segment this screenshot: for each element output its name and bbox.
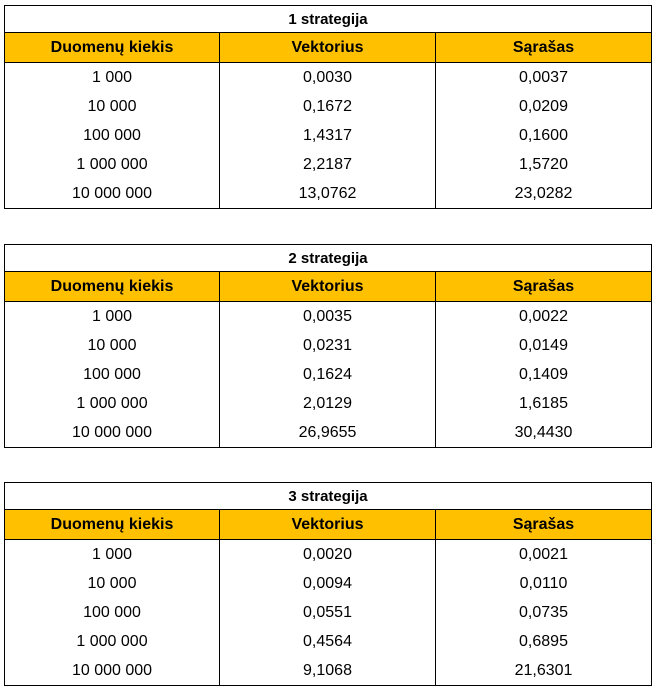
cell-data-amount: 10 000 000	[4, 656, 220, 686]
cell-list: 0,0735	[434, 598, 653, 627]
cell-list: 0,0209	[434, 92, 653, 121]
table-row: 100 000 0,1624 0,1409	[4, 360, 653, 389]
cell-vector: 0,0551	[219, 598, 436, 627]
table-header-row: Duomenų kiekis Vektorius Sąrašas	[4, 32, 653, 63]
column-header-list: Sąrašas	[434, 509, 653, 540]
cell-vector: 0,1624	[219, 360, 436, 389]
cell-vector: 2,2187	[219, 150, 436, 179]
cell-list: 30,4430	[434, 418, 653, 448]
table-title-row: 1 strategija	[3, 5, 653, 33]
cell-vector: 0,0094	[219, 569, 436, 598]
cell-data-amount: 10 000	[4, 569, 220, 598]
cell-list: 1,5720	[434, 150, 653, 179]
cell-list: 1,6185	[434, 389, 653, 418]
cell-data-amount: 100 000	[4, 121, 220, 150]
table-row: 1 000 0,0035 0,0022	[4, 301, 653, 331]
cell-data-amount: 1 000	[4, 539, 220, 569]
table-row: 1 000 000 2,2187 1,5720	[4, 150, 653, 179]
cell-vector: 9,1068	[219, 656, 436, 686]
cell-data-amount: 10 000 000	[4, 179, 220, 209]
cell-data-amount: 1 000	[4, 62, 220, 92]
column-header-vector: Vektorius	[219, 509, 436, 540]
cell-data-amount: 1 000	[4, 301, 220, 331]
table-row: 10 000 0,0094 0,0110	[4, 569, 653, 598]
strategy-table-2: 2 strategija Duomenų kiekis Vektorius Są…	[3, 244, 653, 448]
cell-data-amount: 10 000 000	[4, 418, 220, 448]
table-row: 100 000 1,4317 0,1600	[4, 121, 653, 150]
cell-vector: 1,4317	[219, 121, 436, 150]
column-header-data-amount: Duomenų kiekis	[4, 509, 220, 540]
cell-list: 0,0110	[434, 569, 653, 598]
table-row: 1 000 0,0030 0,0037	[4, 62, 653, 92]
cell-data-amount: 100 000	[4, 598, 220, 627]
cell-data-amount: 10 000	[4, 331, 220, 360]
cell-vector: 13,0762	[219, 179, 436, 209]
cell-data-amount: 1 000 000	[4, 150, 220, 179]
cell-list: 0,6895	[434, 627, 653, 656]
cell-data-amount: 10 000	[4, 92, 220, 121]
cell-data-amount: 100 000	[4, 360, 220, 389]
cell-list: 21,6301	[434, 656, 653, 686]
cell-list: 0,0021	[434, 539, 653, 569]
column-header-vector: Vektorius	[219, 271, 436, 302]
table-title: 2 strategija	[3, 244, 653, 272]
table-header-row: Duomenų kiekis Vektorius Sąrašas	[4, 509, 653, 540]
cell-vector: 0,0030	[219, 62, 436, 92]
table-header-row: Duomenų kiekis Vektorius Sąrašas	[4, 271, 653, 302]
table-title: 1 strategija	[3, 5, 653, 33]
cell-list: 0,0149	[434, 331, 653, 360]
cell-data-amount: 1 000 000	[4, 389, 220, 418]
strategy-table-1: 1 strategija Duomenų kiekis Vektorius Są…	[3, 5, 653, 209]
table-row: 100 000 0,0551 0,0735	[4, 598, 653, 627]
column-header-list: Sąrašas	[434, 271, 653, 302]
cell-list: 0,1409	[434, 360, 653, 389]
table-row: 10 000 000 13,0762 23,0282	[4, 179, 653, 209]
table-row: 1 000 000 0,4564 0,6895	[4, 627, 653, 656]
strategy-table-1-block: 1 strategija Duomenų kiekis Vektorius Są…	[3, 5, 653, 209]
table-title-row: 3 strategija	[3, 482, 653, 510]
cell-data-amount: 1 000 000	[4, 627, 220, 656]
column-header-vector: Vektorius	[219, 32, 436, 63]
strategy-table-2-block: 2 strategija Duomenų kiekis Vektorius Są…	[3, 244, 653, 448]
strategy-table-3-block: 3 strategija Duomenų kiekis Vektorius Są…	[3, 482, 653, 686]
column-header-list: Sąrašas	[434, 32, 653, 63]
cell-vector: 26,9655	[219, 418, 436, 448]
table-title-row: 2 strategija	[3, 244, 653, 272]
cell-list: 0,0022	[434, 301, 653, 331]
cell-list: 23,0282	[434, 179, 653, 209]
table-row: 10 000 000 9,1068 21,6301	[4, 656, 653, 686]
cell-vector: 0,0035	[219, 301, 436, 331]
table-row: 1 000 000 2,0129 1,6185	[4, 389, 653, 418]
cell-vector: 0,0231	[219, 331, 436, 360]
column-header-data-amount: Duomenų kiekis	[4, 271, 220, 302]
table-row: 1 000 0,0020 0,0021	[4, 539, 653, 569]
strategy-table-3: 3 strategija Duomenų kiekis Vektorius Są…	[3, 482, 653, 686]
table-row: 10 000 0,1672 0,0209	[4, 92, 653, 121]
table-title: 3 strategija	[3, 482, 653, 510]
cell-vector: 2,0129	[219, 389, 436, 418]
column-header-data-amount: Duomenų kiekis	[4, 32, 220, 63]
cell-vector: 0,4564	[219, 627, 436, 656]
cell-list: 0,1600	[434, 121, 653, 150]
cell-vector: 0,0020	[219, 539, 436, 569]
table-row: 10 000 000 26,9655 30,4430	[4, 418, 653, 448]
table-row: 10 000 0,0231 0,0149	[4, 331, 653, 360]
cell-list: 0,0037	[434, 62, 653, 92]
cell-vector: 0,1672	[219, 92, 436, 121]
